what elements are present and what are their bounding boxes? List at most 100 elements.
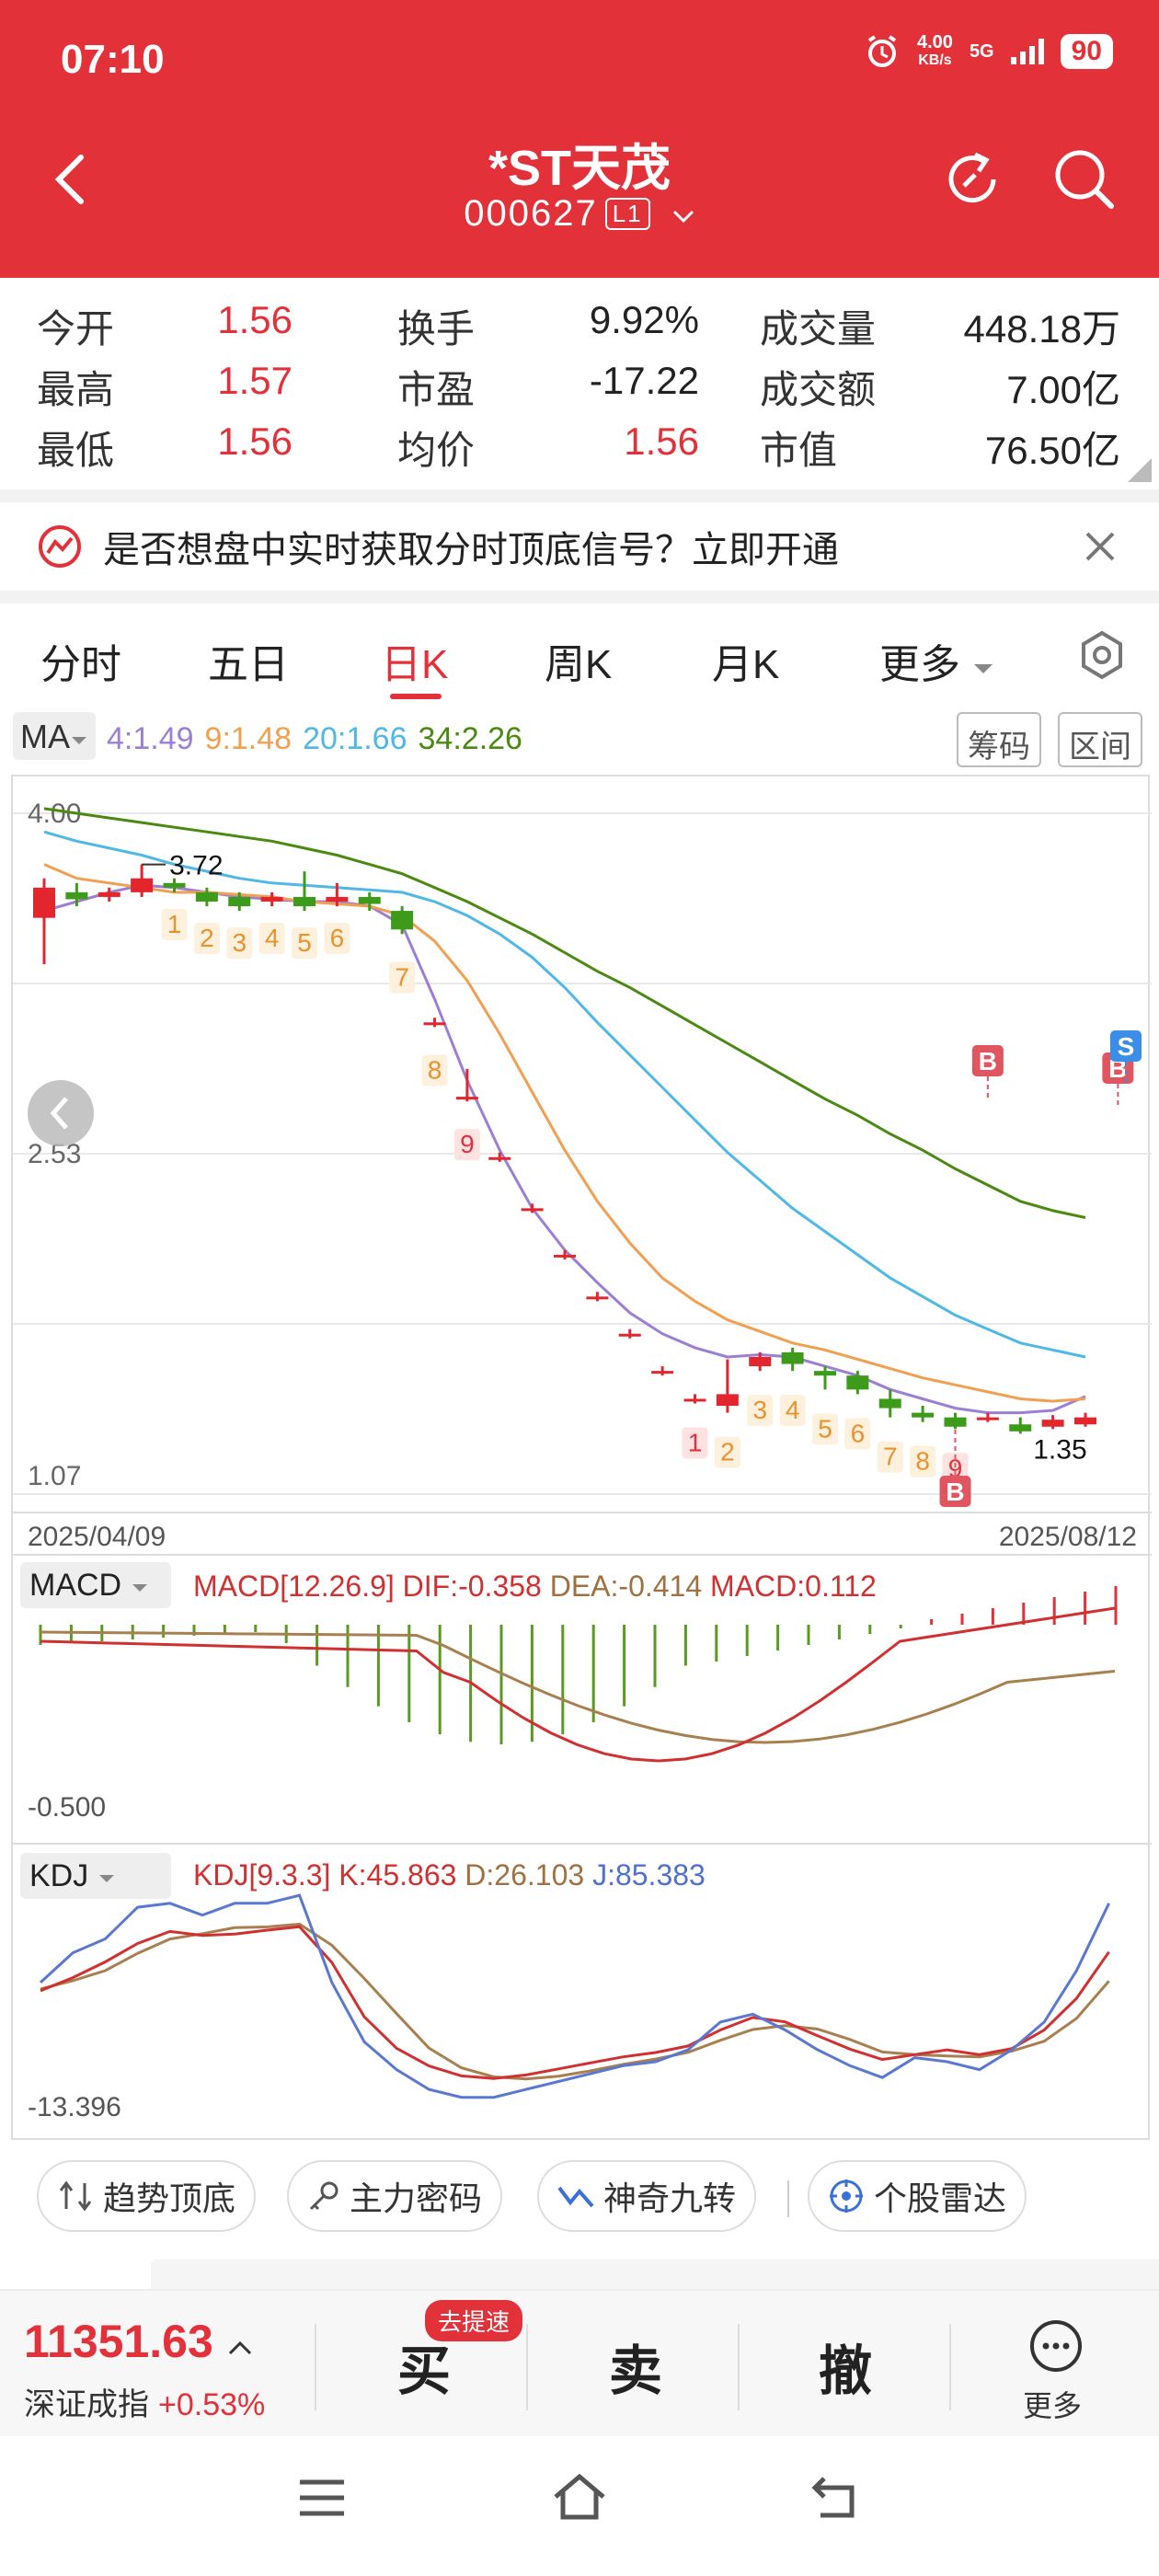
nine-turn-label: 2 bbox=[200, 924, 214, 952]
candle-body bbox=[1041, 1420, 1064, 1427]
cancel-order-button[interactable]: 撤 bbox=[819, 2341, 873, 2401]
ma-value: 20:1.66 bbox=[303, 721, 407, 756]
ma-line-ma34 bbox=[43, 807, 1086, 1219]
divider bbox=[949, 2324, 951, 2410]
trend-top-bottom-chip[interactable]: 趋势顶底 bbox=[37, 2160, 257, 2232]
stock-name: *ST天茂 bbox=[488, 141, 671, 196]
nine-turn-label: 4 bbox=[265, 924, 280, 952]
candle-body bbox=[912, 1412, 935, 1418]
nine-turn-badge bbox=[812, 1413, 838, 1445]
quote-value: 7.00亿 bbox=[1006, 368, 1120, 411]
nine-turn-label: 7 bbox=[395, 962, 409, 991]
dropdown-icon bbox=[98, 1875, 114, 1882]
kdj-j-line bbox=[39, 1893, 1110, 2099]
macd-select[interactable]: MACD bbox=[20, 1562, 171, 1608]
search-icon[interactable] bbox=[1052, 147, 1117, 212]
nine-turn-badge bbox=[421, 1054, 448, 1087]
back-arrow-icon[interactable] bbox=[52, 152, 88, 207]
banner-text: 是否想盘中实时获取分时顶底信号？立即开通 bbox=[103, 530, 839, 570]
chevron-down-icon bbox=[672, 210, 694, 224]
nine-turn-badge bbox=[682, 1427, 708, 1459]
nine-turn-label: 9 bbox=[948, 1454, 963, 1482]
tab-five-day[interactable]: 五日 bbox=[208, 642, 289, 687]
nine-turn-label: 5 bbox=[818, 1414, 832, 1443]
candle-body bbox=[1009, 1424, 1032, 1432]
candle-body bbox=[521, 1208, 544, 1212]
index-change: +0.53% bbox=[158, 2387, 266, 2422]
high-annotation: 3.72 bbox=[169, 851, 223, 881]
divider bbox=[0, 489, 1159, 502]
sell-button[interactable]: 卖 bbox=[609, 2341, 663, 2401]
candle-body bbox=[326, 896, 349, 902]
stock-code-row[interactable]: 000627 L1 bbox=[0, 193, 1159, 235]
quote-label: 今开 bbox=[37, 307, 115, 351]
magic-nine-chip[interactable]: 神奇九转 bbox=[537, 2160, 757, 2232]
nine-turn-badge bbox=[877, 1441, 903, 1473]
close-icon[interactable] bbox=[1082, 528, 1119, 565]
signal-banner[interactable]: 是否想盘中实时获取分时顶底信号？立即开通 bbox=[0, 502, 1159, 591]
alarm-icon bbox=[867, 35, 897, 67]
stock-radar-chip[interactable]: 个股雷达 bbox=[808, 2160, 1027, 2232]
chips-button[interactable]: 筹码 bbox=[957, 712, 1041, 767]
candle-body bbox=[554, 1254, 576, 1258]
trade-signal-label: B bbox=[979, 1047, 997, 1075]
candle-body bbox=[716, 1394, 739, 1407]
ma-select[interactable]: MA bbox=[13, 712, 96, 760]
divider bbox=[526, 2324, 528, 2410]
kline-chart-area[interactable]: 4.00 2.53 1.07 2025/04/09 2025/08/12 3.72 1.3… bbox=[11, 775, 1152, 2142]
wave-icon bbox=[557, 2186, 594, 2208]
speed-badge[interactable]: 去提速 bbox=[425, 2300, 523, 2341]
back-nav-icon[interactable] bbox=[811, 2473, 863, 2521]
tab-intraday[interactable]: 分时 bbox=[40, 642, 121, 687]
quote-label: 最高 bbox=[37, 368, 115, 411]
candle-body bbox=[1074, 1417, 1096, 1425]
quote-label: 市盈 bbox=[397, 368, 476, 411]
kdj-legend: KDJ[9.3.3] K:45.863 D:26.103 J:85.383 bbox=[193, 1858, 706, 1892]
candle-body bbox=[683, 1398, 706, 1402]
tab-monthly-k[interactable]: 月K bbox=[712, 642, 780, 687]
nine-turn-label: 2 bbox=[720, 1438, 735, 1466]
candle-body bbox=[33, 887, 55, 918]
system-nav-bar bbox=[0, 2436, 1159, 2576]
network-type: 5G bbox=[969, 40, 994, 62]
tab-daily-k[interactable]: 日K bbox=[381, 642, 449, 687]
chart-prev-button[interactable] bbox=[28, 1080, 94, 1146]
quote-value: 1.57 bbox=[217, 359, 293, 402]
quote-label: 成交额 bbox=[760, 368, 877, 411]
candle-body bbox=[260, 896, 283, 902]
macd-legend: MACD[12.26.9] DIF:-0.358 DEA:-0.414 MACD… bbox=[193, 1570, 877, 1603]
trade-bar: 11351.63 深证成指 +0.53% 去提速 买 卖 撤 更多 bbox=[0, 2289, 1159, 2436]
refresh-icon[interactable] bbox=[940, 147, 1004, 212]
quote-label: 市值 bbox=[760, 429, 838, 472]
index-value-row[interactable]: 11351.63 bbox=[24, 2315, 254, 2368]
menu-icon[interactable] bbox=[296, 2477, 348, 2519]
macd-y-tick: -0.500 bbox=[28, 1792, 106, 1823]
settings-icon[interactable] bbox=[1076, 629, 1128, 681]
more-chat-icon[interactable] bbox=[1028, 2318, 1084, 2374]
kdj-y-tick: -13.396 bbox=[28, 2092, 121, 2122]
key-icon bbox=[309, 2181, 339, 2211]
macd-dea-line bbox=[40, 1630, 1116, 1744]
nine-turn-label: 6 bbox=[851, 1419, 866, 1447]
tab-more[interactable]: 更多 bbox=[879, 631, 995, 690]
tab-weekly-k[interactable]: 周K bbox=[545, 642, 613, 687]
nine-turn-label: 5 bbox=[297, 928, 312, 957]
range-button[interactable]: 区间 bbox=[1058, 712, 1142, 767]
buy-button[interactable]: 买 bbox=[397, 2341, 452, 2401]
x-end-date: 2025/08/12 bbox=[999, 1522, 1137, 1552]
quote-label: 最低 bbox=[37, 429, 115, 472]
more-label[interactable]: 更多 bbox=[1023, 2389, 1083, 2422]
candle-body bbox=[488, 1156, 511, 1160]
trade-signal-badge bbox=[939, 1476, 971, 1507]
candle-body bbox=[455, 1097, 478, 1100]
up-down-arrow-icon bbox=[59, 2180, 92, 2212]
nine-turn-label: 1 bbox=[688, 1429, 703, 1457]
trade-signal-badge bbox=[971, 1045, 1004, 1076]
main-force-chip[interactable]: 主力密码 bbox=[287, 2160, 503, 2232]
candle-body bbox=[651, 1371, 674, 1374]
home-icon[interactable] bbox=[550, 2471, 609, 2523]
trade-signal-label: B bbox=[946, 1478, 964, 1506]
kdj-select[interactable]: KDJ bbox=[20, 1853, 171, 1899]
nine-turn-label: 4 bbox=[786, 1396, 800, 1424]
